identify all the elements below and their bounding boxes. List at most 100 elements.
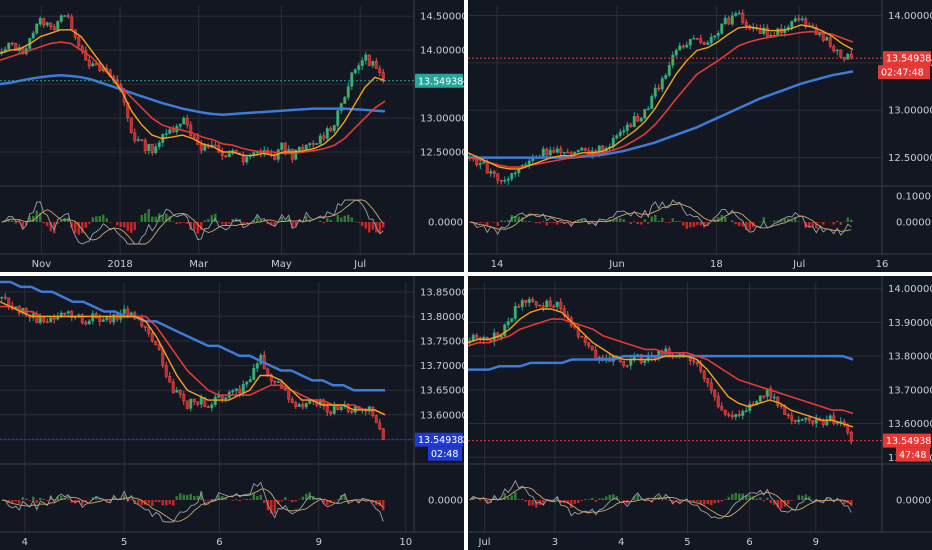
macd-bar <box>671 500 674 505</box>
candle <box>304 144 308 150</box>
macd-bar <box>158 500 161 503</box>
candle <box>716 396 720 407</box>
candle <box>381 428 385 440</box>
price-tick-label: 12.50000 <box>420 148 464 159</box>
macd-bar <box>647 500 650 501</box>
candle <box>168 376 172 383</box>
macd-bar <box>615 496 618 500</box>
candle <box>45 321 49 323</box>
macd-bar <box>836 220 839 222</box>
candle <box>587 342 591 347</box>
macd-bar <box>49 222 52 232</box>
time-tick-label: 6 <box>216 537 222 548</box>
macd-bar <box>343 494 346 500</box>
time-tick-label: 9 <box>813 537 819 548</box>
candle <box>329 411 333 414</box>
candle <box>329 128 333 131</box>
candle <box>140 139 144 141</box>
macd-bar <box>39 212 42 222</box>
time-tick-label: 5 <box>121 537 127 548</box>
candle <box>818 33 822 35</box>
chart-panel-bottom-right[interactable]: 13.5000013.6000013.7000013.8000013.90000… <box>468 276 932 550</box>
macd-bar <box>39 497 42 500</box>
candle <box>828 415 832 420</box>
candle <box>506 178 510 181</box>
candle <box>625 365 629 367</box>
candle <box>304 403 308 408</box>
macd-bar <box>137 500 140 505</box>
chart-panel-top-right[interactable]: 12.5000013.0000013.5000014.000000.00000.… <box>468 0 932 272</box>
macd-bar <box>832 222 835 225</box>
macd-bar <box>587 499 590 500</box>
candle <box>545 148 549 156</box>
candle <box>308 143 312 146</box>
macd-bar <box>119 222 122 228</box>
moving-average-slow <box>468 354 854 371</box>
candle <box>772 396 776 399</box>
macd-bar <box>357 222 360 223</box>
macd-bar <box>528 221 531 222</box>
candle <box>213 144 217 147</box>
candle <box>716 32 720 36</box>
macd-bar <box>259 220 262 222</box>
macd-bar <box>549 222 552 223</box>
candle <box>336 110 340 126</box>
macd-bar <box>608 494 611 500</box>
candle <box>143 325 147 328</box>
macd-bar <box>538 222 541 224</box>
macd-bar <box>207 219 210 222</box>
chart-panel-top-left[interactable]: 12.5000013.0000013.5000014.0000014.50000… <box>0 0 464 272</box>
candle <box>199 144 203 151</box>
chart-panel-bottom-left[interactable]: 13.5500013.6000013.6500013.7000013.75000… <box>0 276 464 550</box>
macd-bar <box>570 500 573 508</box>
macd-bar <box>605 496 608 500</box>
candle <box>503 324 507 336</box>
time-tick-label: 4 <box>618 537 624 548</box>
macd-bar <box>731 494 734 500</box>
candle <box>161 349 165 366</box>
candle <box>248 379 252 383</box>
macd-bar <box>189 493 192 500</box>
candle <box>45 22 49 26</box>
candle <box>643 109 647 119</box>
candle <box>622 361 626 366</box>
macd-bar <box>284 497 287 500</box>
candle <box>234 388 238 391</box>
macd-bar <box>130 499 133 500</box>
macd-bar <box>591 497 594 500</box>
macd-bar <box>21 497 24 500</box>
candle <box>10 42 14 45</box>
macd-bar <box>53 222 56 234</box>
macd-bar <box>270 500 273 514</box>
macd-bar <box>738 222 741 227</box>
candle <box>101 319 105 322</box>
candle <box>287 149 291 152</box>
candle <box>350 72 354 87</box>
candle <box>667 348 671 356</box>
macd-bar <box>382 222 385 228</box>
candle <box>566 151 570 154</box>
macd-bar <box>186 494 189 500</box>
macd-bar <box>280 216 283 222</box>
macd-bar <box>333 500 336 501</box>
candle <box>301 146 305 150</box>
macd-bar <box>210 499 213 500</box>
macd-bar <box>580 219 583 222</box>
candle <box>832 46 836 52</box>
macd-bar <box>175 496 178 500</box>
macd-bar <box>811 222 814 227</box>
candle <box>538 305 542 307</box>
macd-bar <box>489 500 492 503</box>
macd-bar <box>493 222 496 223</box>
candle <box>804 417 808 420</box>
macd-bar <box>713 500 716 504</box>
candle <box>800 18 804 21</box>
candle <box>283 388 287 390</box>
candle <box>227 153 231 158</box>
candle <box>35 23 39 34</box>
macd-bar <box>217 495 220 500</box>
candle <box>727 17 731 25</box>
macd-bar <box>664 497 667 500</box>
macd-bar <box>752 496 755 500</box>
macd-bar <box>829 498 832 500</box>
